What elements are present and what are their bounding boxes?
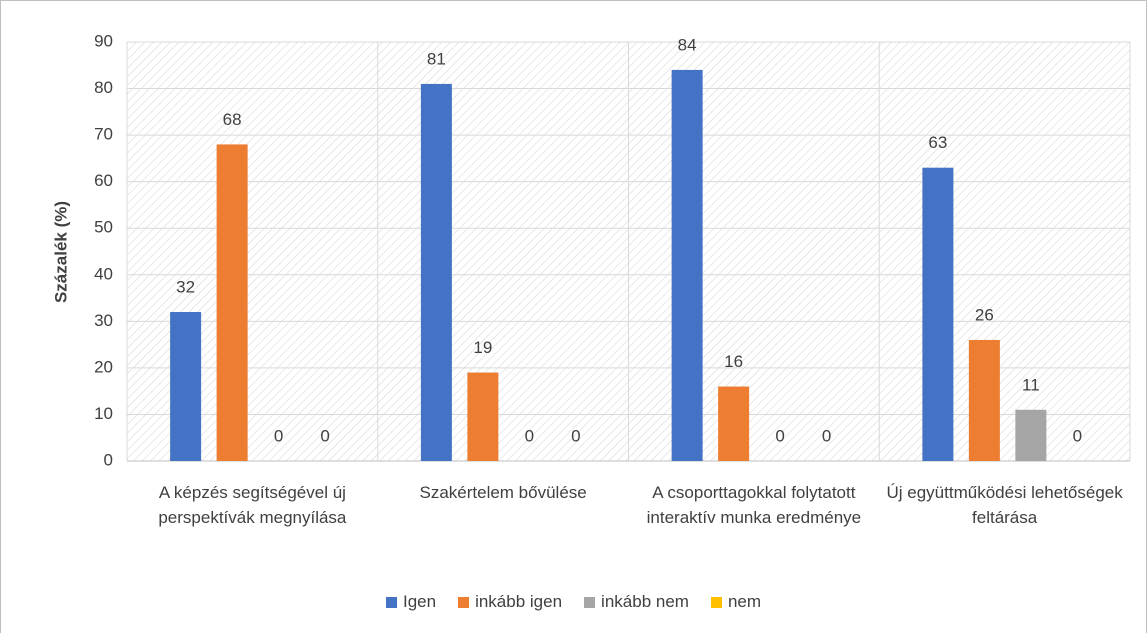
data-label: 16 [724,352,743,371]
y-tick-label: 40 [94,264,113,283]
data-label: 0 [571,426,580,445]
legend-swatch [385,596,397,608]
data-label: 26 [975,305,994,324]
bar [1015,409,1047,461]
x-tick-label: A képzés segítségével új perspektívák me… [158,483,347,527]
x-tick-label: Szakértelem bővülése [419,483,587,502]
y-tick-label: 50 [94,218,113,237]
data-label: 11 [1022,375,1040,394]
bar [216,144,248,461]
bar [671,69,703,461]
y-tick-label: 70 [94,125,113,144]
y-tick-label: 0 [104,450,113,469]
data-label: 84 [678,35,697,54]
y-tick-label: 20 [94,357,113,376]
data-label: 32 [176,278,195,297]
legend-label: nem [727,592,762,611]
data-label: 19 [473,338,492,357]
x-tick-label: A csoporttagokkal folytatott interaktív … [646,483,862,527]
y-tick-label: 90 [94,31,113,50]
bar [170,312,202,461]
legend-swatch [458,596,470,608]
legend-swatch [584,596,596,608]
y-axis-label: Százalék (%) [51,201,70,303]
legend-swatch [710,596,722,608]
x-tick-label: Új együttműködési lehetőségek feltárása [886,483,1123,527]
legend-item: inkább nem [584,592,689,612]
data-label: 0 [525,426,534,445]
bar [467,372,499,461]
y-tick-label: 80 [94,78,113,97]
y-tick-label: 60 [94,171,113,190]
bar [922,167,954,461]
y-tick-label: 30 [94,311,113,330]
y-tick-label: 10 [94,404,113,423]
data-label: 0 [320,426,329,445]
legend-item: nem [710,592,762,612]
data-label: 63 [928,133,947,152]
legend-item: Igen [385,592,437,612]
data-label: 0 [822,426,831,445]
data-label: 81 [427,49,446,68]
data-label: 0 [1073,426,1082,445]
data-label: 0 [274,426,283,445]
legend: Igen inkább igen inkább nem nem [0,592,1147,612]
data-label: 0 [775,426,784,445]
legend-label: inkább igen [475,592,563,611]
bar [718,386,750,461]
legend-label: Igen [402,592,437,611]
bar [968,339,1000,461]
data-label: 68 [223,110,242,129]
legend-item: inkább igen [458,592,562,612]
legend-label: inkább nem [601,592,689,611]
bar [420,83,452,462]
